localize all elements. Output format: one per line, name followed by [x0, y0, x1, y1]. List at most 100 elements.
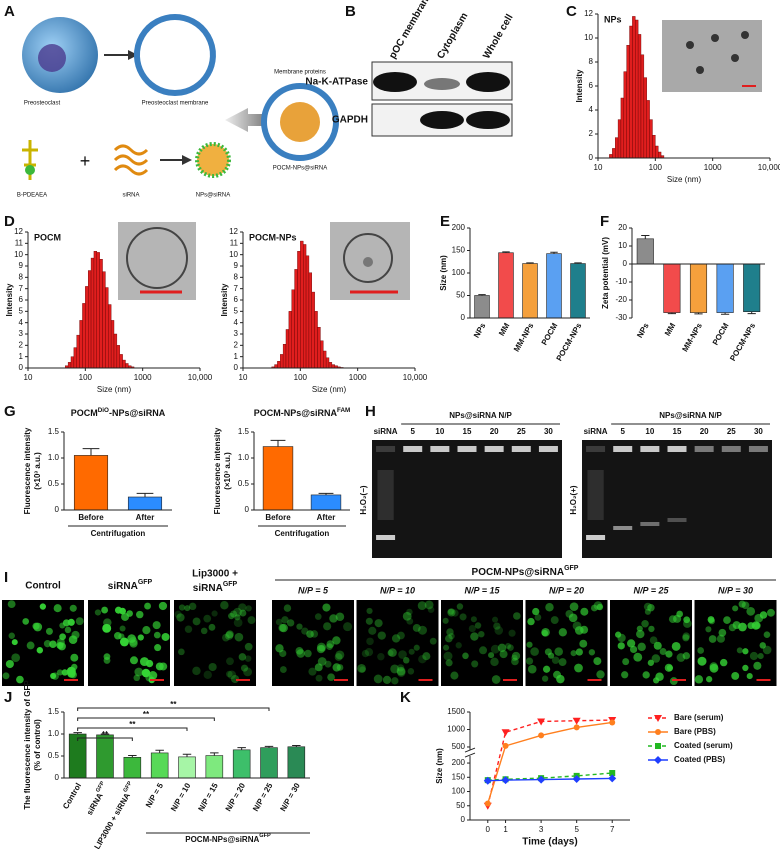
cell-dot — [230, 674, 240, 684]
cell-dot — [568, 613, 578, 623]
lane-label: 20 — [490, 427, 499, 436]
gel-well — [667, 446, 687, 452]
cell-dot — [234, 632, 244, 642]
bar — [232, 749, 251, 779]
y-axis-title: Fluorescence intensity — [213, 427, 222, 514]
x-tick-label: siRNAGFP — [84, 781, 111, 817]
micrograph — [272, 600, 354, 686]
cell-dot — [382, 675, 392, 685]
histogram-bar — [649, 119, 653, 159]
y-tick-label: 0 — [55, 505, 60, 514]
y-axis-title: Size (nm) — [435, 748, 444, 784]
polymer-icon — [25, 165, 35, 175]
cell-dot — [335, 650, 345, 660]
y-tick-label: 1.0 — [48, 453, 60, 462]
gel-band — [640, 522, 660, 526]
histogram-bar — [99, 259, 103, 369]
cell-dot — [153, 631, 161, 639]
image-label-part: siRNA — [193, 583, 223, 594]
cell-dot — [114, 606, 122, 614]
cell-dot — [317, 657, 327, 666]
scheme-label: siRNA — [122, 193, 139, 199]
cell-dot — [239, 609, 247, 617]
cell-dot — [396, 666, 406, 676]
x-tick-label: 3 — [539, 825, 544, 834]
y-tick-label: 3 — [19, 329, 24, 338]
gel-well — [640, 446, 660, 452]
cell-dot — [723, 616, 731, 624]
legend-label: Bare (serum) — [674, 713, 724, 722]
histogram-bar — [90, 257, 95, 369]
cell-dot — [574, 626, 584, 635]
cell-dot — [636, 629, 645, 639]
cell-dot — [226, 657, 234, 666]
cell-dot — [188, 602, 197, 611]
y-axis-title: The fluorescence intensity of GFP — [23, 680, 32, 810]
cell-dot — [470, 632, 479, 641]
y-tick-label: 1.0 — [238, 453, 250, 462]
y-tick-label: 150 — [452, 772, 466, 781]
y-tick-label: 6 — [19, 295, 24, 304]
error-bar — [100, 733, 110, 735]
panel-label: H — [365, 403, 376, 420]
y-tick-label: 20 — [618, 223, 627, 232]
x-tick-label: Control — [61, 782, 83, 811]
x-tick-label: N/P = 30 — [278, 781, 302, 813]
gel-well — [376, 446, 396, 452]
histogram-bar — [96, 252, 100, 369]
histogram-bar — [643, 77, 647, 159]
error-bar — [128, 755, 137, 758]
cell-dot — [719, 658, 728, 667]
marker — [538, 732, 545, 739]
x-tick-label: 5 — [574, 825, 579, 834]
error-bar — [318, 492, 334, 495]
cell-dot — [396, 664, 405, 672]
cell-dot — [505, 642, 512, 649]
cell-dot — [208, 662, 217, 672]
y-tick-label: 0 — [19, 363, 24, 372]
tem-insets — [118, 20, 762, 300]
legend-label: Bare (PBS) — [674, 727, 716, 736]
histogram-bar — [285, 329, 290, 369]
cell-dot — [391, 677, 399, 685]
histogram-bar — [108, 304, 112, 369]
cell-dot — [402, 611, 412, 621]
cell-dot — [32, 622, 40, 630]
cell-dot — [443, 651, 453, 661]
tem-image — [662, 20, 762, 92]
gel-well — [586, 446, 606, 452]
cell-dot — [738, 600, 746, 608]
cell-dot — [511, 657, 519, 666]
cell-dot — [334, 653, 343, 661]
cell-dot — [751, 621, 761, 630]
histogram-bar — [110, 320, 115, 369]
histogram-bar — [615, 137, 619, 159]
lane-label: 5 — [410, 427, 415, 436]
x-tick-label-part: N/P = 10 — [169, 781, 193, 813]
y-tick-label: 6 — [589, 81, 594, 90]
chart-title-part: POCM-NPs@siRNA — [254, 408, 338, 418]
histogram-bar — [113, 333, 118, 369]
histogram-bar — [635, 19, 639, 159]
histogram-bar — [626, 45, 630, 159]
cell-dot — [335, 612, 345, 621]
chart-title: POCM-NPs@siRNAFAM — [254, 407, 351, 419]
cell-dot — [137, 634, 144, 641]
cell-dot — [135, 610, 144, 619]
panel-label: K — [400, 689, 411, 706]
scheme-label: POCM-NPs@siRNA — [273, 166, 327, 172]
image-label: N/P = 15 — [465, 585, 501, 595]
significance-label: ** — [102, 730, 109, 739]
group-label: POCM-NPs@siRNAGFP — [185, 833, 271, 844]
cell-dot — [705, 626, 712, 633]
cell-dot — [161, 632, 170, 641]
cell-dot — [49, 640, 57, 649]
bar — [570, 263, 586, 319]
y-tick-label: 12 — [229, 227, 238, 236]
marker — [572, 717, 581, 725]
group-label-part: POCM-NPs@siRNA — [472, 567, 565, 578]
particle — [731, 54, 739, 62]
histogram-bar — [331, 364, 335, 369]
cell-dot — [314, 663, 323, 672]
cell-dot — [451, 609, 459, 617]
